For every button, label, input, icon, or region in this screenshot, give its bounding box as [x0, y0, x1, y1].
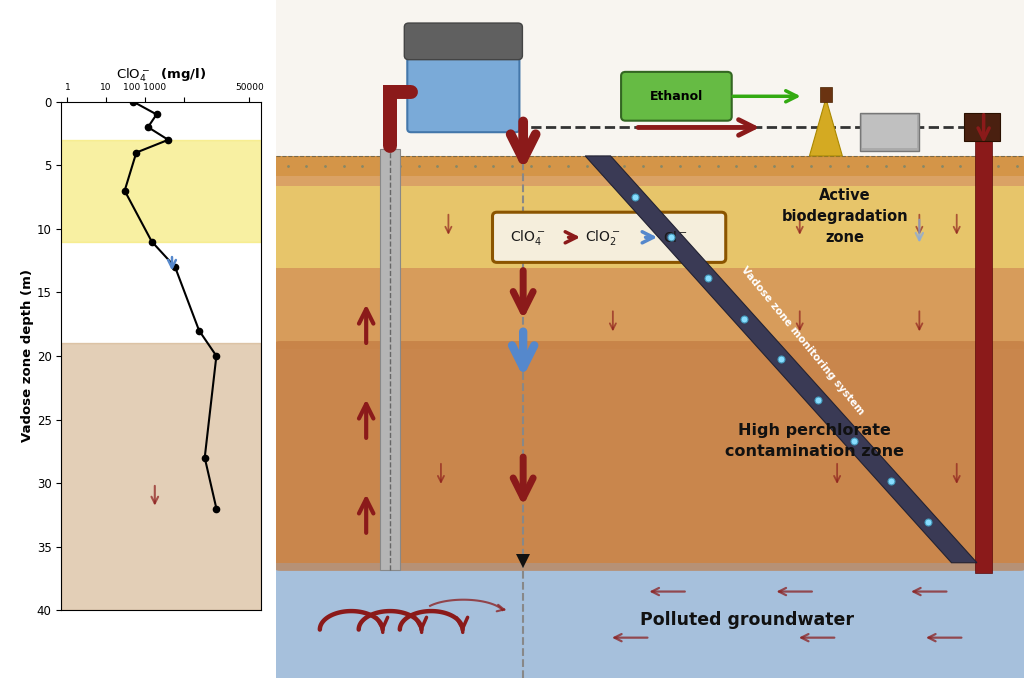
Text: $\rm ClO_4^-$: $\rm ClO_4^-$	[510, 228, 546, 247]
Bar	[276, 268, 1024, 349]
Bar	[965, 113, 1000, 141]
FancyBboxPatch shape	[271, 341, 1024, 571]
Polygon shape	[809, 98, 843, 156]
FancyBboxPatch shape	[404, 23, 522, 60]
Text: High perchlorate
contamination zone: High perchlorate contamination zone	[725, 422, 904, 459]
Text: $\rm ClO_2^-$: $\rm ClO_2^-$	[585, 228, 621, 247]
Bar	[276, 563, 1024, 678]
FancyBboxPatch shape	[276, 186, 1024, 268]
Text: Ethanol: Ethanol	[650, 89, 703, 103]
Bar	[976, 123, 992, 573]
Text: Active
biodegradation
zone: Active biodegradation zone	[781, 188, 908, 245]
Bar	[276, 156, 1024, 563]
Polygon shape	[585, 156, 977, 563]
Bar	[61, 343, 261, 610]
Bar	[862, 115, 918, 148]
Text: Vadose zone monitoring system: Vadose zone monitoring system	[738, 264, 865, 416]
Bar	[859, 113, 920, 151]
FancyBboxPatch shape	[622, 72, 732, 121]
FancyBboxPatch shape	[493, 212, 726, 262]
Bar	[61, 140, 261, 241]
Bar	[380, 149, 399, 570]
Text: $\rm Cl^-$: $\rm Cl^-$	[663, 230, 688, 245]
Bar	[276, 156, 1024, 176]
X-axis label: $\rm ClO_4^-$  (mg/l): $\rm ClO_4^-$ (mg/l)	[116, 67, 207, 84]
Y-axis label: Vadose zone depth (m): Vadose zone depth (m)	[22, 269, 34, 443]
Bar	[383, 88, 397, 146]
Text: Polluted groundwater: Polluted groundwater	[640, 612, 854, 629]
FancyBboxPatch shape	[408, 49, 519, 132]
Bar	[276, 0, 1024, 156]
Bar	[820, 87, 831, 102]
Bar	[383, 85, 411, 98]
